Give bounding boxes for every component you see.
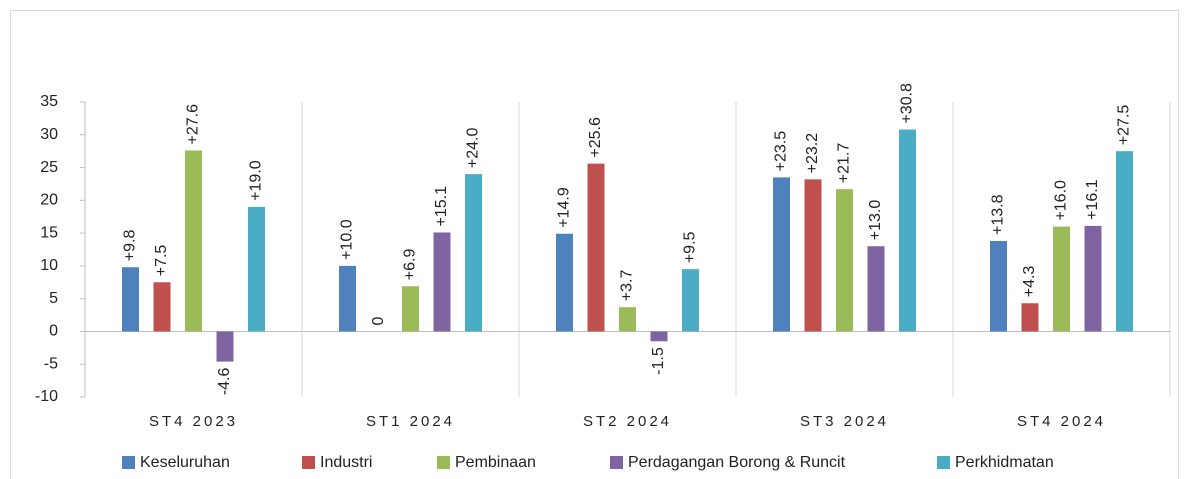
- data-label: +23.2: [804, 133, 821, 174]
- data-label: +21.7: [836, 143, 853, 184]
- x-tick-label: ST3 2024: [800, 413, 889, 430]
- y-tick-label: 30: [40, 126, 58, 143]
- data-label: +13.0: [867, 200, 884, 241]
- y-tick-label: 20: [40, 192, 58, 209]
- data-label: +13.8: [990, 194, 1007, 235]
- legend-swatch: [437, 456, 450, 469]
- legend-label: Pembinaan: [455, 454, 536, 471]
- data-label: +15.1: [433, 186, 450, 227]
- chart-border: [10, 10, 1179, 479]
- legend-label: Perdagangan Borong & Runcit: [628, 454, 846, 471]
- data-label: +4.3: [1021, 266, 1038, 298]
- data-label: -1.5: [650, 347, 667, 375]
- x-tick-label: ST2 2024: [583, 413, 672, 430]
- bar: [402, 286, 419, 332]
- data-label: +3.7: [619, 270, 636, 302]
- bar: [433, 232, 451, 332]
- bar: [867, 246, 885, 332]
- data-label: 0: [370, 316, 387, 325]
- bar: [682, 269, 699, 332]
- legend-swatch: [122, 456, 135, 469]
- bar: [339, 265, 356, 332]
- data-label: +16.0: [1053, 180, 1070, 221]
- bar: [465, 174, 482, 332]
- bar: [1084, 225, 1102, 332]
- y-tick-label: 35: [40, 93, 58, 110]
- data-label: +24.0: [465, 128, 482, 169]
- y-tick-label: 25: [40, 159, 58, 176]
- bar: [1053, 226, 1070, 332]
- bar: [836, 189, 853, 332]
- bar: [587, 163, 605, 332]
- bar: [153, 282, 171, 332]
- legend-swatch: [302, 456, 315, 469]
- bar: [990, 240, 1007, 332]
- bar: [185, 150, 202, 332]
- data-label: +27.5: [1116, 105, 1133, 146]
- data-label: +27.6: [185, 104, 202, 145]
- data-label: +19.0: [248, 160, 265, 201]
- data-label: +14.9: [556, 187, 573, 228]
- legend-label: Perkhidmatan: [955, 454, 1054, 471]
- y-tick-label: 5: [49, 290, 58, 307]
- bar: [619, 307, 636, 332]
- data-label: +6.9: [402, 249, 419, 281]
- bar: [216, 331, 234, 362]
- data-label: +16.1: [1084, 179, 1101, 220]
- y-tick-label: -10: [35, 388, 58, 405]
- legend-label: Industri: [320, 454, 372, 471]
- bar: [1116, 151, 1133, 332]
- bar: [899, 129, 916, 332]
- data-label: -4.6: [216, 368, 233, 396]
- bar: [804, 179, 822, 332]
- bar: [248, 206, 265, 332]
- bar: [556, 233, 573, 332]
- y-tick-label: 15: [40, 224, 58, 241]
- y-tick-label: 10: [40, 257, 58, 274]
- x-tick-label: ST4 2023: [149, 413, 238, 430]
- legend-label: Keseluruhan: [140, 454, 230, 471]
- bar: [1021, 303, 1039, 332]
- data-label: +9.5: [682, 231, 699, 263]
- data-label: +30.8: [899, 83, 916, 124]
- legend-swatch: [937, 456, 950, 469]
- bar: [122, 267, 139, 332]
- data-label: +7.5: [153, 245, 170, 277]
- bar: [773, 177, 790, 332]
- x-tick-label: ST4 2024: [1017, 413, 1106, 430]
- bar: [650, 331, 668, 342]
- legend-swatch: [610, 456, 623, 469]
- data-label: +9.8: [122, 230, 139, 262]
- data-label: +25.6: [587, 117, 604, 158]
- data-label: +23.5: [773, 131, 790, 172]
- y-tick-label: -5: [44, 355, 58, 372]
- y-tick-label: 0: [49, 323, 58, 340]
- x-tick-label: ST1 2024: [366, 413, 455, 430]
- data-label: +10.0: [339, 219, 356, 260]
